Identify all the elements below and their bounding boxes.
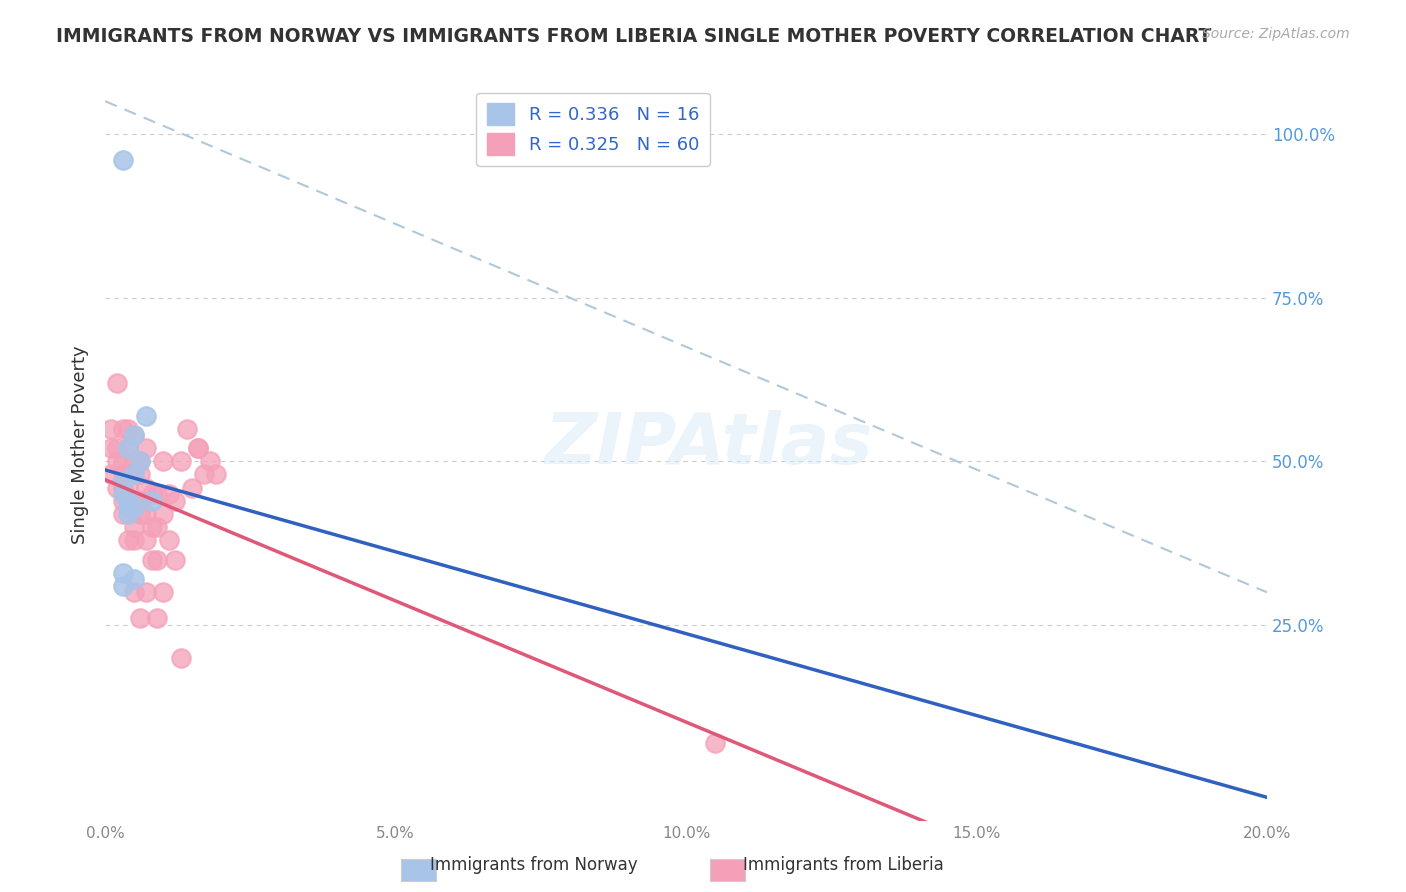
- Point: [135, 507, 157, 521]
- Point: [152, 507, 174, 521]
- Point: [152, 454, 174, 468]
- Point: [111, 481, 134, 495]
- Text: Immigrants from Norway: Immigrants from Norway: [430, 856, 638, 874]
- Point: [170, 650, 193, 665]
- Point: [141, 487, 163, 501]
- Point: [129, 507, 152, 521]
- Point: [129, 467, 152, 482]
- Point: [122, 467, 145, 482]
- Point: [181, 481, 204, 495]
- Point: [122, 467, 145, 482]
- Point: [105, 376, 128, 390]
- Point: [204, 467, 226, 482]
- Point: [122, 454, 145, 468]
- Point: [129, 454, 152, 468]
- Point: [157, 533, 180, 547]
- Point: [122, 533, 145, 547]
- Point: [198, 454, 221, 468]
- Text: Immigrants from Liberia: Immigrants from Liberia: [744, 856, 943, 874]
- Point: [111, 474, 134, 488]
- Point: [122, 493, 145, 508]
- Point: [100, 442, 122, 456]
- Point: [117, 533, 139, 547]
- Point: [105, 481, 128, 495]
- Point: [129, 454, 152, 468]
- Point: [135, 481, 157, 495]
- Y-axis label: Single Mother Poverty: Single Mother Poverty: [72, 346, 89, 544]
- Point: [135, 442, 157, 456]
- Point: [111, 579, 134, 593]
- Point: [122, 428, 145, 442]
- Point: [122, 585, 145, 599]
- Point: [187, 442, 209, 456]
- Point: [111, 467, 134, 482]
- Point: [141, 552, 163, 566]
- Point: [135, 409, 157, 423]
- Point: [111, 566, 134, 580]
- Point: [135, 533, 157, 547]
- Point: [704, 736, 727, 750]
- Point: [111, 507, 134, 521]
- Point: [117, 467, 139, 482]
- Text: IMMIGRANTS FROM NORWAY VS IMMIGRANTS FROM LIBERIA SINGLE MOTHER POVERTY CORRELAT: IMMIGRANTS FROM NORWAY VS IMMIGRANTS FRO…: [56, 27, 1212, 45]
- Point: [111, 153, 134, 168]
- Point: [117, 493, 139, 508]
- Point: [117, 507, 139, 521]
- Point: [122, 572, 145, 586]
- Text: ZIPAtlas: ZIPAtlas: [546, 410, 873, 480]
- Point: [122, 500, 145, 515]
- Point: [122, 428, 145, 442]
- Point: [146, 611, 169, 625]
- Point: [111, 493, 134, 508]
- Point: [141, 520, 163, 534]
- Point: [105, 454, 128, 468]
- Point: [146, 552, 169, 566]
- Point: [117, 481, 139, 495]
- Point: [146, 487, 169, 501]
- Point: [129, 611, 152, 625]
- Point: [100, 467, 122, 482]
- Point: [135, 585, 157, 599]
- Point: [157, 487, 180, 501]
- Point: [111, 487, 134, 501]
- Point: [170, 454, 193, 468]
- Point: [111, 422, 134, 436]
- Point: [187, 442, 209, 456]
- Point: [163, 493, 186, 508]
- Point: [141, 493, 163, 508]
- Point: [105, 442, 128, 456]
- Point: [117, 422, 139, 436]
- Point: [100, 422, 122, 436]
- Point: [129, 493, 152, 508]
- Point: [176, 422, 198, 436]
- Point: [163, 552, 186, 566]
- Point: [111, 454, 134, 468]
- Point: [193, 467, 215, 482]
- Point: [117, 442, 139, 456]
- Point: [117, 500, 139, 515]
- Point: [122, 520, 145, 534]
- Point: [117, 442, 139, 456]
- Point: [117, 493, 139, 508]
- Point: [146, 520, 169, 534]
- Point: [152, 585, 174, 599]
- Text: Source: ZipAtlas.com: Source: ZipAtlas.com: [1202, 27, 1350, 41]
- Legend: R = 0.336   N = 16, R = 0.325   N = 60: R = 0.336 N = 16, R = 0.325 N = 60: [477, 93, 710, 166]
